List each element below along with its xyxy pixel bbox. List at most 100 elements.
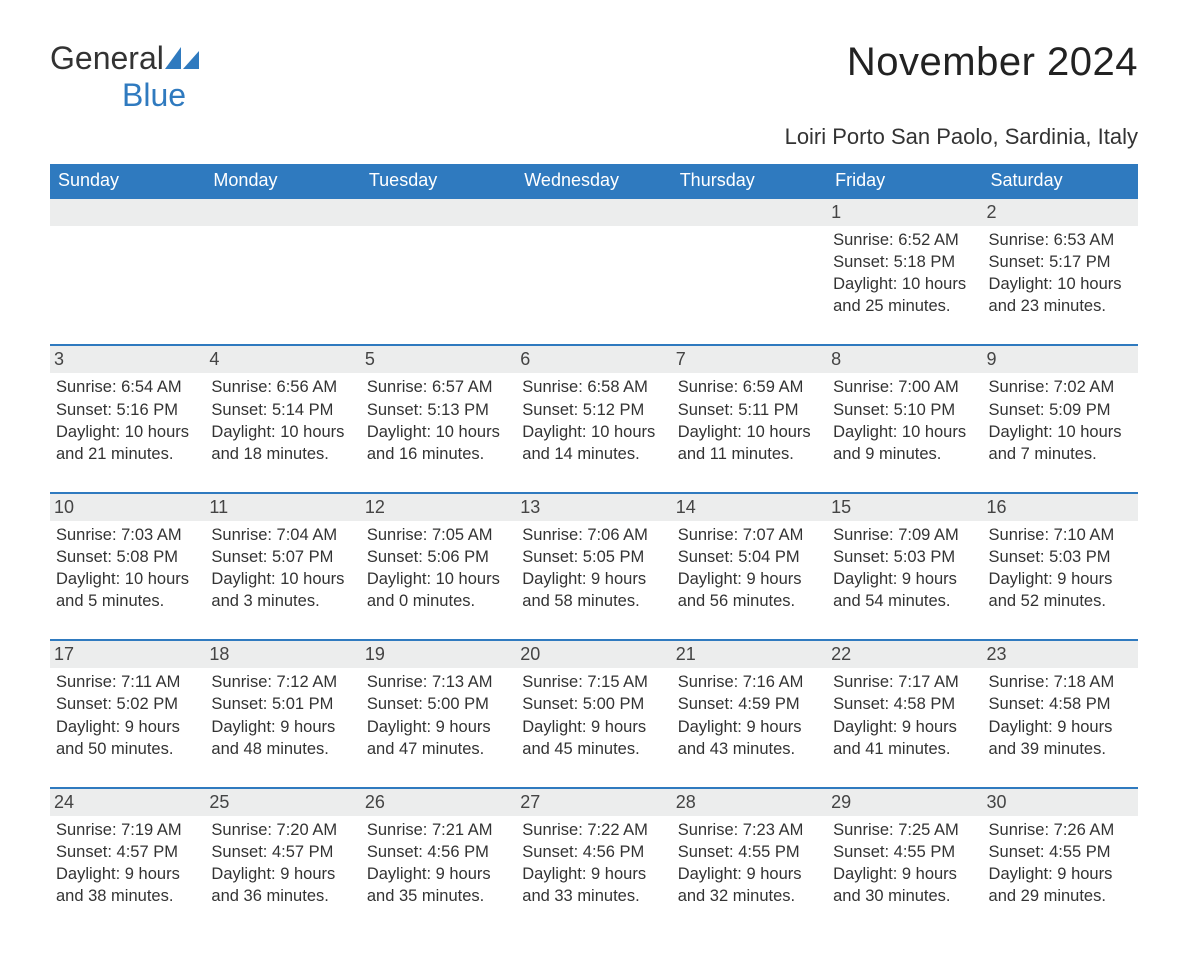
location-text: Loiri Porto San Paolo, Sardinia, Italy <box>50 124 1138 150</box>
day-details: Sunrise: 7:16 AMSunset: 4:59 PMDaylight:… <box>678 672 821 759</box>
month-title: November 2024 <box>847 40 1138 85</box>
day-details: Sunrise: 6:53 AMSunset: 5:17 PMDaylight:… <box>989 230 1132 317</box>
day-cell: 2Sunrise: 6:53 AMSunset: 5:17 PMDaylight… <box>983 198 1138 345</box>
day-number: 5 <box>361 346 516 373</box>
day-cell <box>50 198 205 345</box>
detail-daylight2: and 16 minutes. <box>367 444 510 465</box>
day-number: 29 <box>827 789 982 816</box>
detail-daylight2: and 3 minutes. <box>211 591 354 612</box>
day-cell: 15Sunrise: 7:09 AMSunset: 5:03 PMDayligh… <box>827 493 982 640</box>
calendar-body: 1Sunrise: 6:52 AMSunset: 5:18 PMDaylight… <box>50 198 1138 934</box>
day-details: Sunrise: 7:03 AMSunset: 5:08 PMDaylight:… <box>56 525 199 612</box>
dayname-sun: Sunday <box>50 164 205 198</box>
detail-sunset: Sunset: 4:58 PM <box>833 694 976 715</box>
day-cell: 29 Sunrise: 7:25 AMSunset: 4:55 PMDayligh… <box>827 788 982 934</box>
detail-daylight2: and 21 minutes. <box>56 444 199 465</box>
day-cell: 5Sunrise: 6:57 AMSunset: 5:13 PMDaylight… <box>361 345 516 492</box>
detail-sunrise: Sunrise: 7:03 AM <box>56 525 199 546</box>
detail-sunset: Sunset: 5:13 PM <box>367 400 510 421</box>
detail-sunrise: Sunrise: 6:59 AM <box>678 377 821 398</box>
day-cell: 3Sunrise: 6:54 AMSunset: 5:16 PMDaylight… <box>50 345 205 492</box>
detail-daylight1: Daylight: 9 hours <box>367 717 510 738</box>
detail-daylight1: Daylight: 9 hours <box>833 717 976 738</box>
detail-sunset: Sunset: 5:18 PM <box>833 252 976 273</box>
detail-sunrise: Sunrise: 7:12 AM <box>211 672 354 693</box>
day-details: Sunrise: 7:11 AMSunset: 5:02 PMDaylight:… <box>56 672 199 759</box>
detail-sunset: Sunset: 4:59 PM <box>678 694 821 715</box>
day-number: 15 <box>827 494 982 521</box>
detail-daylight1: Daylight: 10 hours <box>367 569 510 590</box>
day-details: Sunrise: 7:23 AMSunset: 4:55 PMDaylight:… <box>678 820 821 907</box>
day-cell: 14Sunrise: 7:07 AMSunset: 5:04 PMDayligh… <box>672 493 827 640</box>
detail-daylight1: Daylight: 9 hours <box>367 864 510 885</box>
day-number: 25 <box>205 789 360 816</box>
detail-sunrise: Sunrise: 7:09 AM <box>833 525 976 546</box>
day-number: 19 <box>361 641 516 668</box>
detail-daylight2: and 54 minutes. <box>833 591 976 612</box>
detail-daylight1: Daylight: 10 hours <box>678 422 821 443</box>
dayname-wed: Wednesday <box>516 164 671 198</box>
detail-sunset: Sunset: 5:14 PM <box>211 400 354 421</box>
detail-daylight1: Daylight: 9 hours <box>56 864 199 885</box>
detail-sunrise: Sunrise: 7:23 AM <box>678 820 821 841</box>
dayname-thu: Thursday <box>672 164 827 198</box>
day-number: 30 <box>983 789 1138 816</box>
detail-sunrise: Sunrise: 7:25 AM <box>833 820 976 841</box>
logo-sail-icon <box>165 47 199 74</box>
detail-sunset: Sunset: 4:55 PM <box>833 842 976 863</box>
detail-sunset: Sunset: 4:58 PM <box>989 694 1132 715</box>
detail-sunset: Sunset: 5:02 PM <box>56 694 199 715</box>
day-cell: 21Sunrise: 7:16 AMSunset: 4:59 PMDayligh… <box>672 640 827 787</box>
day-number: 8 <box>827 346 982 373</box>
day-details: Sunrise: 7:07 AMSunset: 5:04 PMDaylight:… <box>678 525 821 612</box>
detail-daylight2: and 18 minutes. <box>211 444 354 465</box>
day-cell: 28 Sunrise: 7:23 AMSunset: 4:55 PMDayligh… <box>672 788 827 934</box>
detail-daylight2: and 33 minutes. <box>522 886 665 907</box>
detail-daylight1: Daylight: 10 hours <box>833 422 976 443</box>
detail-daylight2: and 43 minutes. <box>678 739 821 760</box>
day-number: 27 <box>516 789 671 816</box>
week-row: 3Sunrise: 6:54 AMSunset: 5:16 PMDaylight… <box>50 345 1138 492</box>
detail-sunset: Sunset: 5:17 PM <box>989 252 1132 273</box>
week-row: 17Sunrise: 7:11 AMSunset: 5:02 PMDayligh… <box>50 640 1138 787</box>
detail-sunset: Sunset: 5:01 PM <box>211 694 354 715</box>
day-number: 11 <box>205 494 360 521</box>
dayname-fri: Friday <box>827 164 982 198</box>
week-row: 1Sunrise: 6:52 AMSunset: 5:18 PMDaylight… <box>50 198 1138 345</box>
detail-sunset: Sunset: 5:06 PM <box>367 547 510 568</box>
detail-daylight1: Daylight: 10 hours <box>989 274 1132 295</box>
day-cell: 26Sunrise: 7:21 AMSunset: 4:56 PMDayligh… <box>361 788 516 934</box>
detail-daylight2: and 56 minutes. <box>678 591 821 612</box>
detail-sunset: Sunset: 5:03 PM <box>833 547 976 568</box>
detail-sunset: Sunset: 5:05 PM <box>522 547 665 568</box>
detail-daylight1: Daylight: 10 hours <box>833 274 976 295</box>
detail-daylight2: and 48 minutes. <box>211 739 354 760</box>
day-number: 7 <box>672 346 827 373</box>
day-number: 13 <box>516 494 671 521</box>
detail-daylight2: and 52 minutes. <box>989 591 1132 612</box>
detail-sunrise: Sunrise: 7:13 AM <box>367 672 510 693</box>
detail-daylight1: Daylight: 9 hours <box>989 569 1132 590</box>
detail-daylight1: Daylight: 9 hours <box>678 569 821 590</box>
day-details: Sunrise: 7:10 AMSunset: 5:03 PMDaylight:… <box>989 525 1132 612</box>
detail-daylight1: Daylight: 9 hours <box>678 717 821 738</box>
day-cell: 1Sunrise: 6:52 AMSunset: 5:18 PMDaylight… <box>827 198 982 345</box>
day-cell: 11Sunrise: 7:04 AMSunset: 5:07 PMDayligh… <box>205 493 360 640</box>
day-cell: 24Sunrise: 7:19 AMSunset: 4:57 PMDayligh… <box>50 788 205 934</box>
detail-daylight2: and 45 minutes. <box>522 739 665 760</box>
day-cell <box>205 198 360 345</box>
day-number: 28 <box>672 789 827 816</box>
day-details: Sunrise: 7:15 AMSunset: 5:00 PMDaylight:… <box>522 672 665 759</box>
day-cell: 10Sunrise: 7:03 AMSunset: 5:08 PMDayligh… <box>50 493 205 640</box>
detail-daylight1: Daylight: 10 hours <box>211 569 354 590</box>
detail-sunset: Sunset: 4:57 PM <box>211 842 354 863</box>
day-number: 9 <box>983 346 1138 373</box>
day-header-row: Sunday Monday Tuesday Wednesday Thursday… <box>50 164 1138 198</box>
detail-sunset: Sunset: 5:04 PM <box>678 547 821 568</box>
detail-sunrise: Sunrise: 7:00 AM <box>833 377 976 398</box>
detail-sunrise: Sunrise: 7:15 AM <box>522 672 665 693</box>
day-details: Sunrise: 7:06 AMSunset: 5:05 PMDaylight:… <box>522 525 665 612</box>
detail-daylight2: and 50 minutes. <box>56 739 199 760</box>
dayname-mon: Monday <box>205 164 360 198</box>
day-details: Sunrise: 7:25 AMSunset: 4:55 PMDaylight:… <box>833 820 976 907</box>
